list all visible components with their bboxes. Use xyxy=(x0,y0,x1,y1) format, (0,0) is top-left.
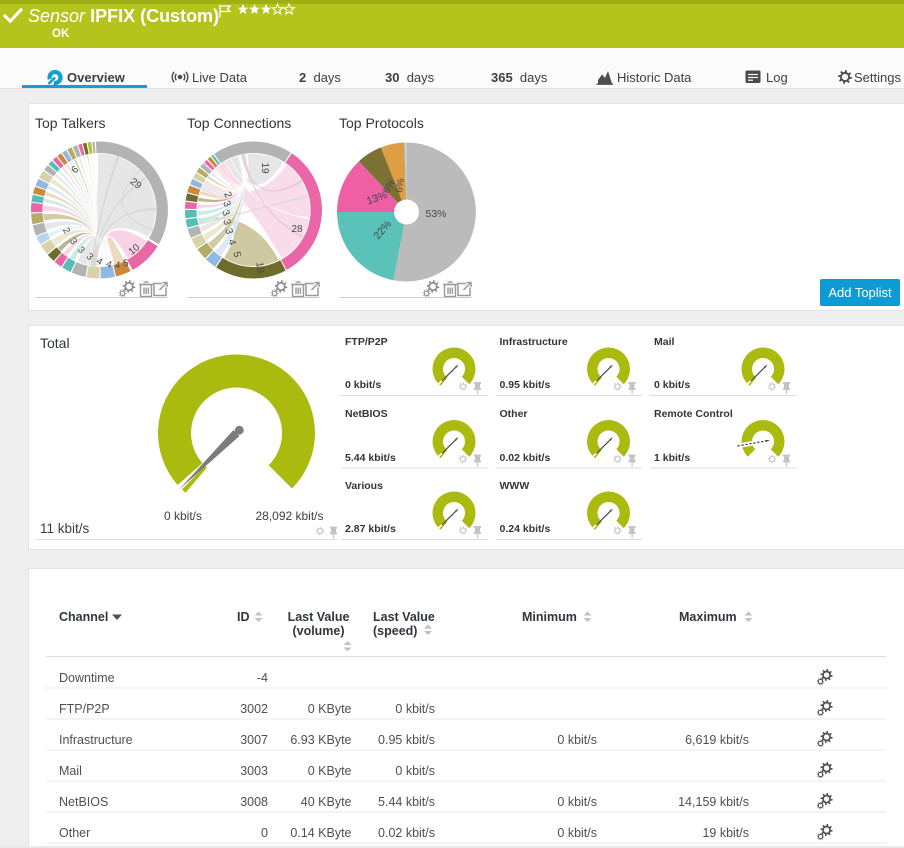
svg-text:3: 3 xyxy=(67,236,79,247)
svg-text:3: 3 xyxy=(220,199,232,209)
svg-text:2: 2 xyxy=(221,190,234,200)
svg-text:6%: 6% xyxy=(394,178,407,194)
svg-text:5: 5 xyxy=(230,251,242,259)
svg-text:2: 2 xyxy=(60,226,72,236)
svg-text:28: 28 xyxy=(291,224,303,235)
svg-text:4: 4 xyxy=(225,238,237,246)
svg-text:4: 4 xyxy=(94,256,104,268)
svg-text:3: 3 xyxy=(222,227,234,236)
svg-text:19: 19 xyxy=(253,261,266,274)
svg-text:53%: 53% xyxy=(425,208,446,220)
svg-text:3: 3 xyxy=(220,218,232,227)
svg-text:4: 4 xyxy=(114,260,121,272)
svg-text:19: 19 xyxy=(259,162,270,174)
svg-text:4: 4 xyxy=(104,259,113,271)
svg-text:5: 5 xyxy=(123,258,129,269)
svg-text:3: 3 xyxy=(219,209,231,218)
svg-text:6: 6 xyxy=(70,164,82,176)
svg-text:3: 3 xyxy=(84,251,95,263)
svg-text:3: 3 xyxy=(75,245,87,256)
